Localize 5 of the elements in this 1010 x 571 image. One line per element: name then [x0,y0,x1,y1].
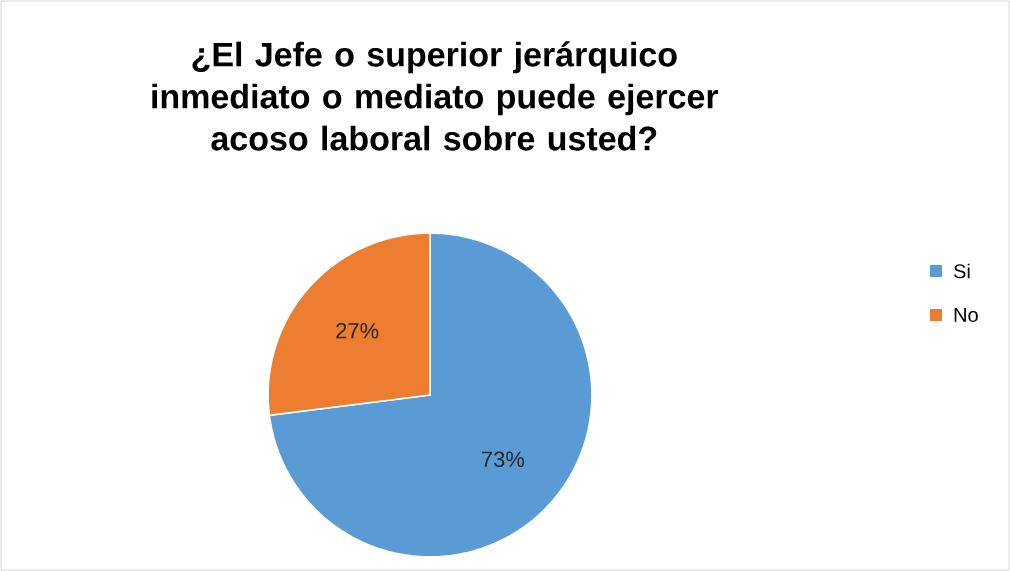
chart-title: ¿El Jefe o superior jerárquico inmediato o mediato puede ejercer acoso laboral sobre usted? [152,41,719,151]
legend-label: No [954,308,978,322]
data-label: 27% [336,323,379,339]
data-label: 73% [482,451,525,468]
legend-label: Si [953,263,970,279]
